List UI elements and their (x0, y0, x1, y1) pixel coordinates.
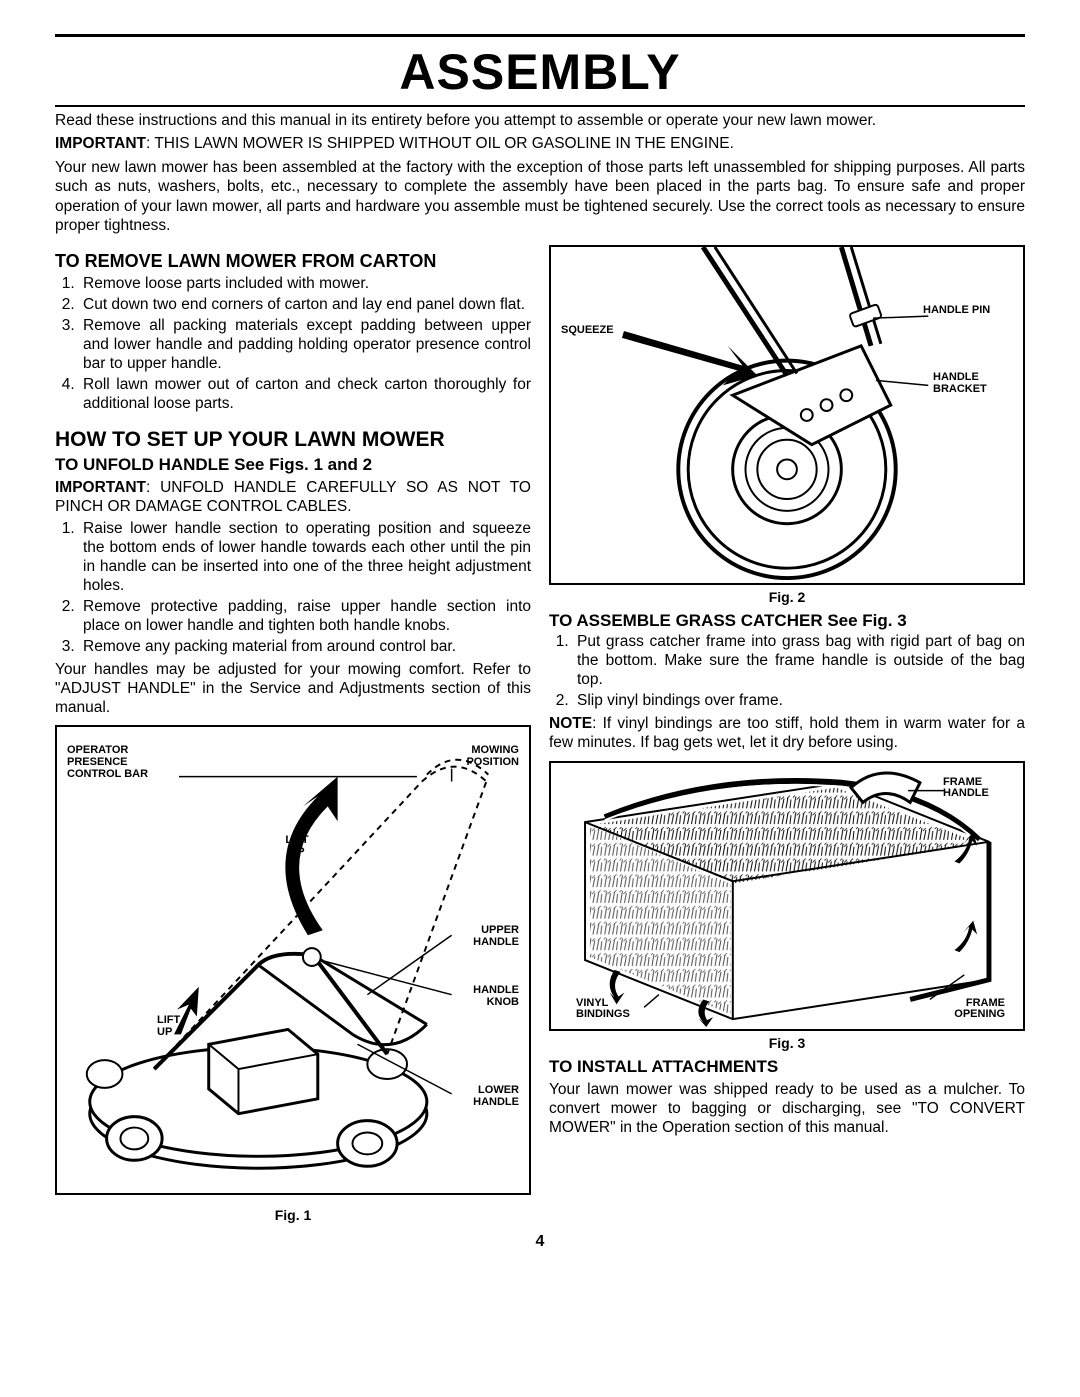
heading-setup: HOW TO SET UP YOUR LAWN MOWER (55, 428, 531, 452)
list-item: Raise lower handle section to operating … (79, 520, 531, 596)
figure-3: FRAME HANDLE VINYL BINDINGS FRAME OPENIN… (549, 761, 1025, 1031)
fig3-label-frame-handle: FRAME HANDLE (943, 777, 1013, 800)
note-prefix: NOTE (549, 715, 592, 732)
remove-steps: Remove loose parts included with mower. … (55, 275, 531, 413)
page-footer: 4 (55, 1233, 1025, 1255)
fig2-label-bracket: HANDLE BRACKET (933, 372, 1013, 395)
fig3-label-opening: FRAME OPENING (925, 998, 1005, 1021)
list-item: Remove any packing material from around … (79, 638, 531, 657)
fig1-label-lift1: LIFT UP (277, 835, 317, 858)
heading-remove-carton: TO REMOVE LAWN MOWER FROM CARTON (55, 251, 531, 272)
page-title: ASSEMBLY (55, 43, 1025, 101)
fig2-label-squeeze: SQUEEZE (561, 325, 614, 337)
fig1-label-lift2: LIFT UP (157, 1015, 197, 1038)
list-item: Slip vinyl bindings over frame. (573, 692, 1025, 711)
fig1-label-upper: UPPER HANDLE (449, 925, 519, 948)
unfold-tail: Your handles may be adjusted for your mo… (55, 661, 531, 718)
figure-1: OPERATOR PRESENCE CONTROL BAR MOWING POS… (55, 725, 531, 1195)
important-text: : THIS LAWN MOWER IS SHIPPED WITHOUT OIL… (146, 135, 734, 152)
unfold-important-prefix: IMPORTANT (55, 479, 146, 496)
list-item: Remove all packing materials except padd… (79, 317, 531, 374)
top-rule (55, 34, 1025, 37)
fig3-label-vinyl: VINYL BINDINGS (576, 998, 656, 1021)
list-item: Remove loose parts included with mower. (79, 275, 531, 294)
heading-install: TO INSTALL ATTACHMENTS (549, 1057, 1025, 1077)
grass-note: NOTE: If vinyl bindings are too stiff, h… (549, 715, 1025, 753)
fig2-label-pin: HANDLE PIN (923, 305, 1013, 317)
important-line: IMPORTANT: THIS LAWN MOWER IS SHIPPED WI… (55, 134, 1025, 153)
two-column-layout: TO REMOVE LAWN MOWER FROM CARTON Remove … (55, 245, 1025, 1225)
unfold-steps: Raise lower handle section to operating … (55, 520, 531, 656)
page-number: 4 (536, 1233, 545, 1251)
list-item: Roll lawn mower out of carton and check … (79, 376, 531, 414)
fig1-label-mowing: MOWING POSITION (449, 745, 519, 768)
heading-grass-catcher: TO ASSEMBLE GRASS CATCHER See Fig. 3 (549, 611, 1025, 631)
figure-3-svg (551, 763, 1023, 1029)
list-item: Remove protective padding, raise upper h… (79, 598, 531, 636)
important-prefix: IMPORTANT (55, 135, 146, 152)
unfold-important: IMPORTANT: UNFOLD HANDLE CAREFULLY SO AS… (55, 479, 531, 517)
note-body: : If vinyl bindings are too stiff, hold … (549, 715, 1025, 751)
fig2-caption: Fig. 2 (549, 589, 1025, 605)
intro-para-2: Your new lawn mower has been assembled a… (55, 158, 1025, 236)
figure-2: SQUEEZE HANDLE PIN HANDLE BRACKET (549, 245, 1025, 585)
install-body: Your lawn mower was shipped ready to be … (549, 1081, 1025, 1138)
fig1-label-knob: HANDLE KNOB (449, 985, 519, 1008)
title-underline (55, 105, 1025, 107)
list-item: Cut down two end corners of carton and l… (79, 296, 531, 315)
heading-unfold: TO UNFOLD HANDLE See Figs. 1 and 2 (55, 455, 531, 475)
list-item: Put grass catcher frame into grass bag w… (573, 633, 1025, 690)
figure-2-svg (551, 247, 1023, 583)
fig3-caption: Fig. 3 (549, 1035, 1025, 1051)
intro-line-1: Read these instructions and this manual … (55, 111, 1025, 130)
right-column: SQUEEZE HANDLE PIN HANDLE BRACKET Fig. 2… (549, 245, 1025, 1225)
fig1-label-lower: LOWER HANDLE (449, 1085, 519, 1108)
left-column: TO REMOVE LAWN MOWER FROM CARTON Remove … (55, 245, 531, 1225)
fig1-caption: Fig. 1 (275, 1207, 312, 1223)
grass-steps: Put grass catcher frame into grass bag w… (549, 633, 1025, 711)
figure-1-svg (57, 727, 529, 1193)
fig1-label-operator: OPERATOR PRESENCE CONTROL BAR (67, 745, 157, 780)
